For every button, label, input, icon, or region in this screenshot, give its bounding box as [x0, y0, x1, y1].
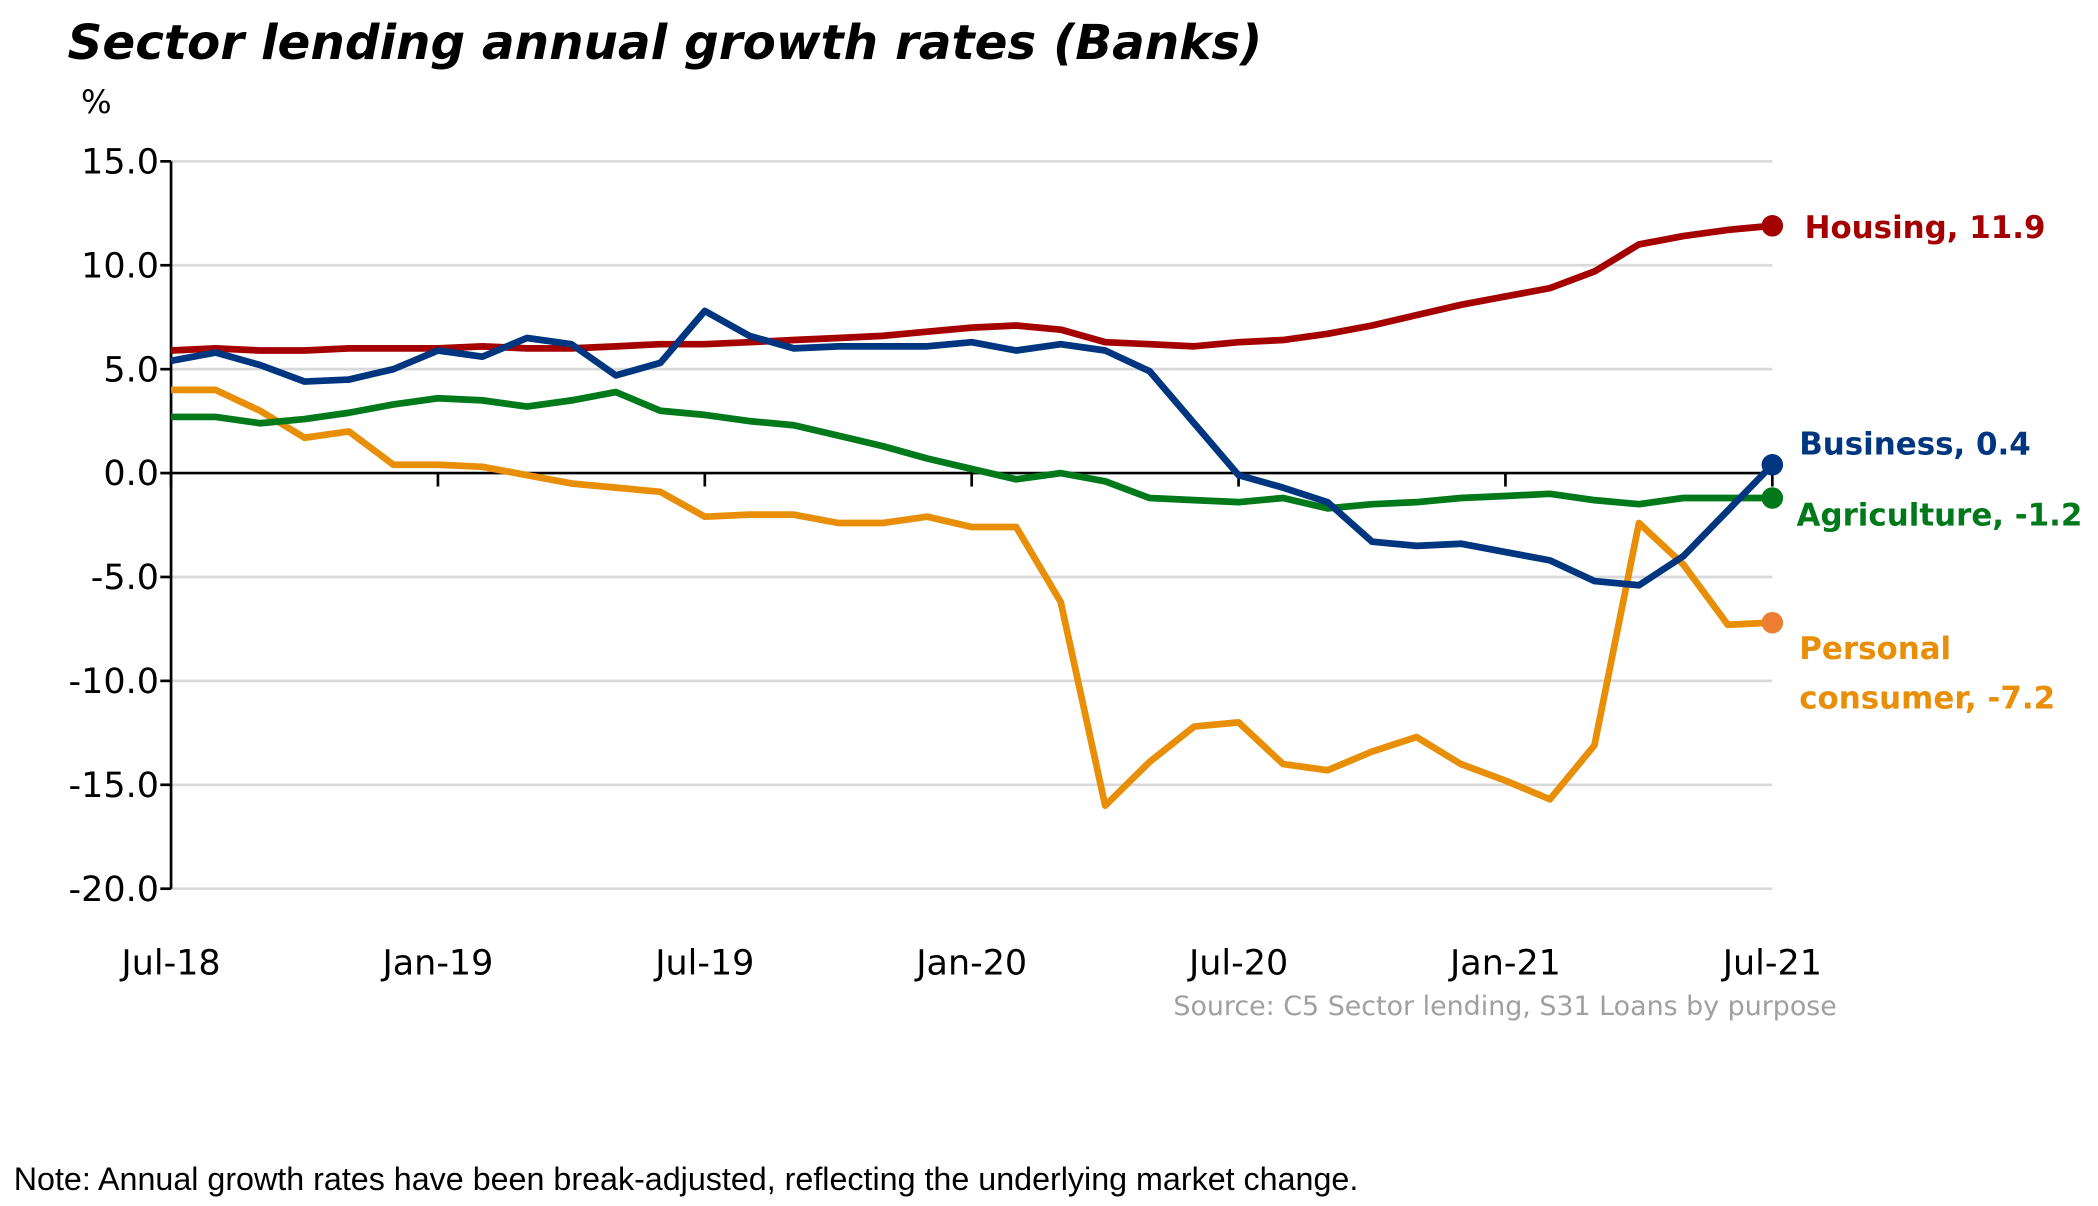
chart-title: Sector lending annual growth rates (Bank…: [68, 15, 1263, 71]
end-point-marker: [1761, 611, 1784, 634]
x-tick-label: Jul-21: [1721, 944, 1822, 984]
series-labels: Housing, 11.9 Business, 0.4 Agriculture, -…: [1797, 210, 2083, 717]
x-tick-labels: Jul-18 Jan-19 Jul-19 Jan-20 Jul-20 Jan-21 Jul-…: [119, 944, 1821, 984]
series-end-label: Housing, 11.9: [1805, 210, 2046, 246]
y-axis-unit: %: [81, 83, 112, 121]
y-tick-label: 5.0: [103, 350, 159, 390]
end-point-marker: [1761, 487, 1784, 509]
x-tick-label: Jul-18: [119, 944, 220, 984]
series-end-label: consumer, -7.2: [1799, 681, 2055, 717]
footnote: Note: Annual growth rates have been brea…: [14, 1161, 1359, 1197]
y-tick-label: 15.0: [81, 142, 159, 182]
series-line-business: [170, 307, 1775, 589]
x-tick-label: Jan-21: [1448, 944, 1561, 984]
axes: [160, 159, 1774, 891]
end-point-marker: [1761, 215, 1784, 237]
x-tick-label: Jan-20: [914, 944, 1027, 984]
x-tick-label: Jan-19: [380, 944, 493, 984]
y-tick-label: 0.0: [103, 454, 159, 494]
series-line-housing: [170, 222, 1773, 354]
y-tick-label: -20.0: [69, 870, 159, 910]
y-tick-labels: 15.0 10.0 5.0 0.0 -5.0 -10.0 -15.0 -20.0: [69, 142, 159, 909]
series-lines: [170, 215, 1784, 809]
y-tick-label: -15.0: [69, 766, 159, 806]
series-line-agriculture: [171, 388, 1773, 512]
gridlines: [171, 159, 1773, 891]
series-end-label: Agriculture, -1.2: [1797, 498, 2083, 534]
source-note: Source: C5 Sector lending, S31 Loans by …: [1173, 991, 1836, 1022]
end-point-marker: [1761, 453, 1784, 476]
x-tick-label: Jul-19: [653, 944, 754, 984]
series-line-personal-consumer: [171, 386, 1773, 809]
y-tick-label: -10.0: [69, 662, 159, 702]
x-tick-label: Jul-20: [1187, 944, 1288, 984]
series-end-label: Business, 0.4: [1799, 426, 2031, 462]
y-tick-label: 10.0: [81, 246, 159, 286]
series-end-label: Personal: [1799, 631, 1951, 667]
y-tick-label: -5.0: [91, 558, 159, 598]
